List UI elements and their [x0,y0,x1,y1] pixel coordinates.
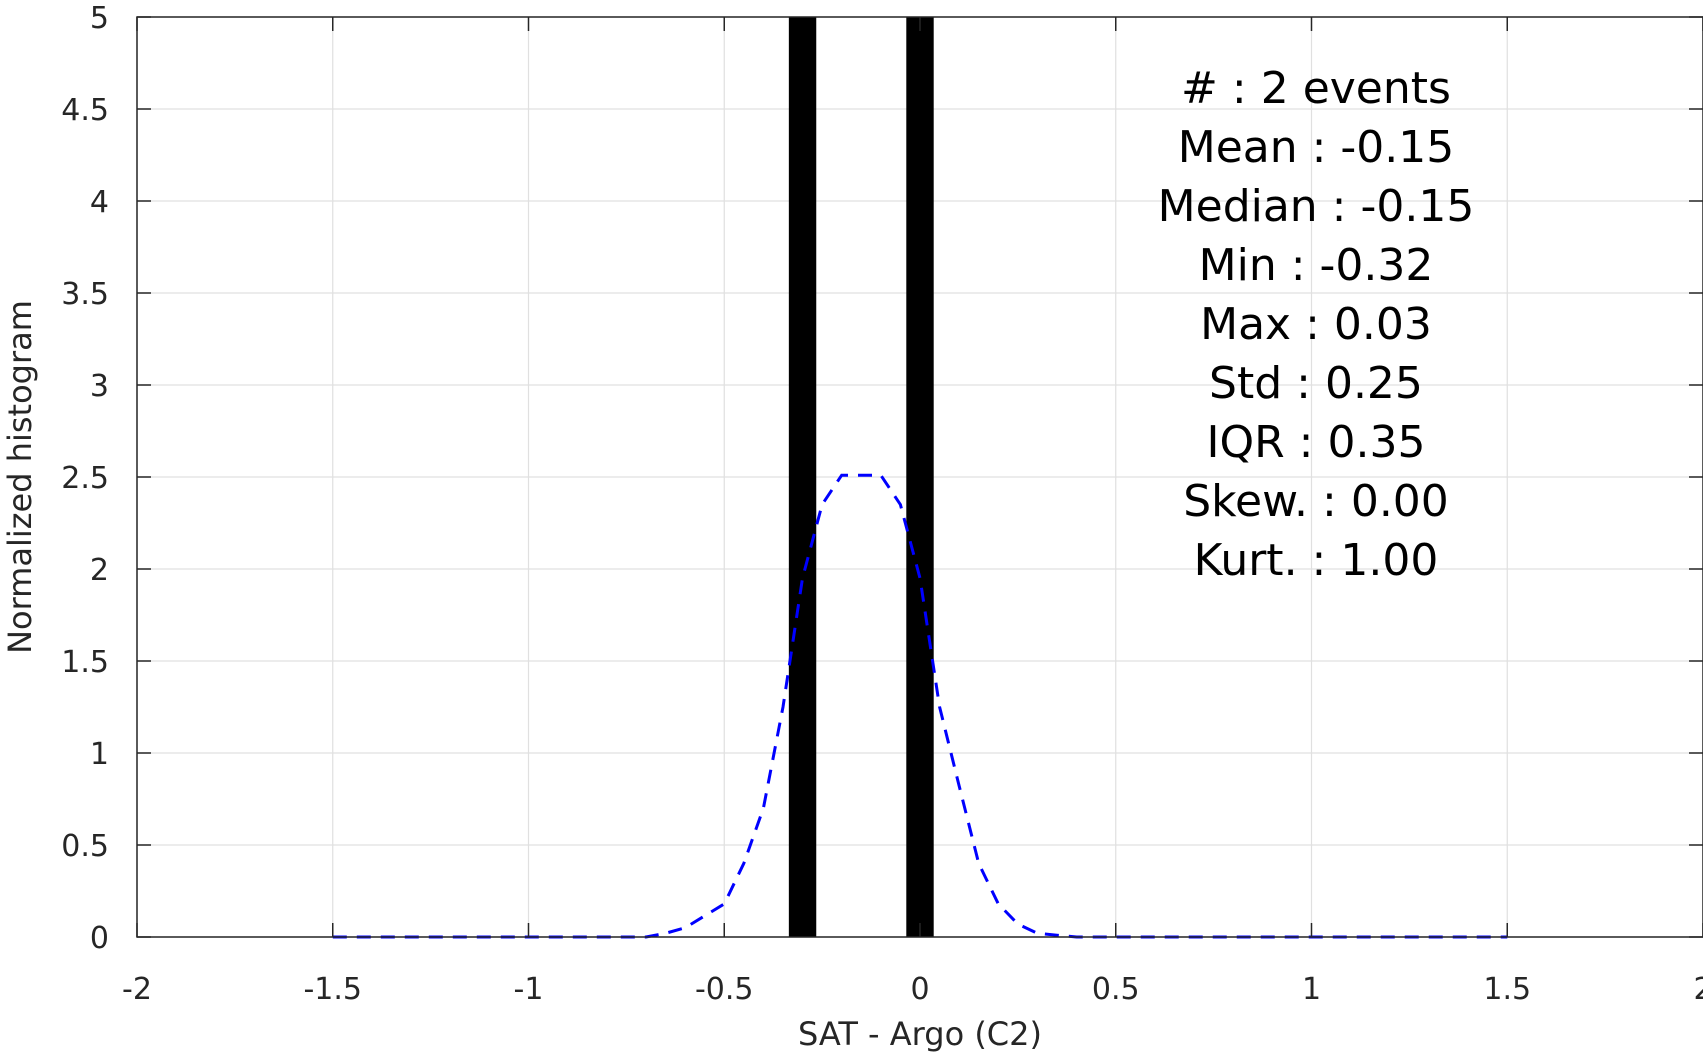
stat-line: Median : -0.15 [1158,181,1475,232]
stat-line: Kurt. : 1.00 [1194,535,1439,586]
fit-curve [332,473,1508,939]
x-tick-label: 0 [910,972,929,1007]
x-tick-label: 0.5 [1092,972,1140,1007]
x-tick-label: 1.5 [1483,972,1531,1007]
y-tick-label: 3.5 [61,277,109,312]
stat-line: Max : 0.03 [1200,299,1432,350]
x-tick-label: -0.5 [695,972,754,1007]
y-tick-label: 2.5 [61,461,109,496]
x-tick-label: -1 [514,972,544,1007]
x-tick-label: -1.5 [303,972,362,1007]
stats-box: # : 2 events Mean : -0.15 Median : -0.15 Mi… [1158,63,1475,586]
y-tick-label: 1.5 [61,645,109,680]
y-tick-label: 2 [90,553,109,588]
stat-line: Min : -0.32 [1199,240,1434,291]
y-tick-label: 0.5 [61,829,109,864]
stat-line: Std : 0.25 [1209,358,1423,409]
y-tick-label: 1 [90,737,109,772]
stat-line: Mean : -0.15 [1178,122,1455,173]
x-tick-label: -2 [122,972,152,1007]
stat-line: IQR : 0.35 [1207,417,1426,468]
y-tick-label: 5 [90,1,109,36]
y-tick-label: 3 [90,369,109,404]
x-axis-label: SAT - Argo (C2) [798,1015,1042,1053]
stat-line: Skew. : 0.00 [1183,476,1449,527]
stat-line: # : 2 events [1181,63,1451,114]
y-axis-ticks: 0 0.5 1 1.5 2 2.5 3 3.5 4 4.5 5 [61,1,1703,956]
x-tick-label: 2 [1693,972,1703,1007]
y-tick-label: 0 [90,921,109,956]
y-axis-label: Normalized histogram [1,300,39,654]
y-tick-label: 4.5 [61,93,109,128]
x-tick-label: 1 [1302,972,1321,1007]
y-tick-label: 4 [90,185,109,220]
histogram-bars [788,17,934,937]
histogram-bar [906,17,934,937]
histogram-bar [788,17,817,937]
x-axis-ticks: -2 -1.5 -1 -0.5 0 0.5 1 1.5 2 [122,17,1703,1007]
